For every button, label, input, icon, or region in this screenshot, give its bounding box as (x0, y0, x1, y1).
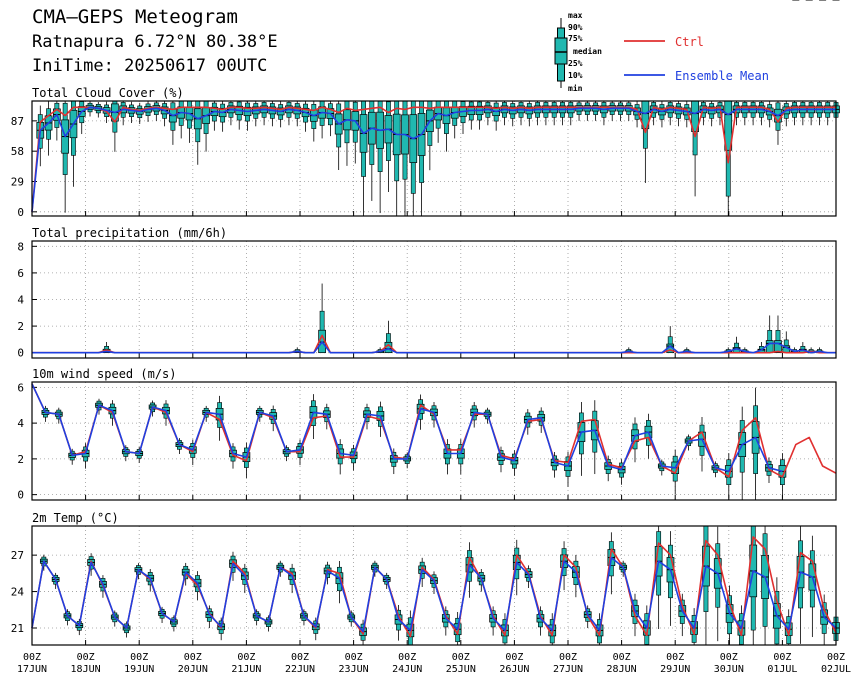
x-tick-hour: 00Z (613, 652, 631, 663)
x-tick-day: 29JUN (660, 664, 690, 675)
ensemble-mean-line (32, 341, 836, 354)
box-25-75 (765, 340, 774, 354)
x-axis: 00Z17JUN00Z18JUN00Z19JUN00Z20JUN00Z21JUN… (17, 652, 851, 675)
x-tick-hour: 00Z (291, 652, 309, 663)
x-tick-day: 24JUN (392, 664, 422, 675)
legend-box-label: max (568, 11, 583, 20)
x-tick-hour: 00Z (452, 652, 470, 663)
cloud-cover-panel: Total Cloud Cover (%) 0 29 58 87 (11, 86, 840, 219)
y-tick-label: 6 (17, 267, 24, 280)
y-tick-label: 58 (11, 145, 24, 158)
location-label: Ratnapura 6.72°N 80.38°E (32, 32, 278, 52)
y-tick-label: 2 (17, 453, 24, 466)
panel-title: Total Cloud Cover (%) (32, 86, 184, 100)
ensemble-mean-line (31, 383, 783, 473)
ensemble-mean-line (31, 556, 837, 633)
panel-frame (31, 240, 837, 359)
legend-box-label: min (568, 83, 583, 93)
x-tick-day: 01JUL (767, 664, 797, 675)
legend-box-label: median (573, 46, 602, 56)
y-tick-label: 87 (11, 115, 24, 128)
panel-title: 10m wind speed (m/s) (32, 367, 177, 381)
legend: max 90% 75% median 25% 10% min Ctrl Ensemble Mea… (554, 11, 769, 93)
x-tick-day: 02JUL (821, 664, 851, 675)
y-tick-label: 29 (11, 176, 24, 189)
x-tick-day: 25JUN (446, 664, 476, 675)
legend-box-label: 75% (568, 34, 583, 43)
x-tick-hour: 00Z (773, 652, 791, 663)
x-tick-hour: 00Z (23, 652, 41, 663)
panel-frame (31, 525, 837, 646)
legend-box-label: 10% (568, 71, 583, 80)
legend-box-label: 25% (568, 59, 583, 68)
precipitation-panel: Total precipitation (mm/6h) 0 2 4 6 8 (17, 226, 837, 360)
x-tick-day: 30JUN (714, 664, 744, 675)
x-tick-day: 23JUN (339, 664, 369, 675)
x-tick-day: 19JUN (124, 664, 154, 675)
x-tick-hour: 00Z (237, 652, 255, 663)
init-time-label: IniTime: 20250617 00UTC (32, 56, 268, 76)
legend-box-75-25 (554, 37, 568, 65)
y-tick-label: 0 (17, 347, 24, 360)
x-tick-hour: 00Z (559, 652, 577, 663)
legend-mean-label: Ensemble Mean (675, 69, 769, 83)
y-tick-label: 0 (17, 206, 24, 219)
y-tick-label: 2 (17, 320, 24, 333)
ctrl-line (31, 106, 836, 212)
page-title: CMA—GEPS Meteogram (32, 6, 238, 28)
wind-speed-panel: 10m wind speed (m/s) 0 2 4 6 (17, 0, 840, 502)
x-tick-day: 22JUN (285, 664, 315, 675)
panel-frame (31, 381, 837, 501)
x-tick-hour: 00Z (184, 652, 202, 663)
panel-title: 2m Temp (°C) (32, 511, 119, 525)
x-tick-day: 28JUN (607, 664, 637, 675)
y-tick-label: 21 (11, 622, 24, 635)
legend-box-label: 90% (568, 23, 583, 32)
y-tick-label: 8 (17, 240, 24, 253)
y-tick-label: 27 (11, 549, 24, 562)
x-tick-day: 26JUN (499, 664, 529, 675)
panel-title: Total precipitation (mm/6h) (32, 226, 227, 240)
x-tick-hour: 00Z (666, 652, 684, 663)
y-tick-label: 6 (17, 381, 24, 394)
x-tick-hour: 00Z (398, 652, 416, 663)
x-tick-hour: 00Z (130, 652, 148, 663)
ensemble-mean-line (31, 106, 836, 212)
legend-ctrl-label: Ctrl (675, 35, 704, 49)
x-tick-day: 21JUN (231, 664, 261, 675)
x-tick-hour: 00Z (827, 652, 845, 663)
temperature-panel: 2m Temp (°C) 21 24 27 (11, 511, 840, 646)
y-tick-label: 4 (17, 294, 24, 307)
box-25-75 (774, 340, 782, 354)
x-tick-day: 20JUN (178, 664, 208, 675)
x-tick-day: 18JUN (71, 664, 101, 675)
y-tick-label: 24 (11, 586, 25, 599)
x-tick-day: 17JUN (17, 664, 47, 675)
x-tick-hour: 00Z (345, 652, 363, 663)
y-tick-label: 4 (17, 417, 24, 430)
ctrl-line (32, 334, 836, 354)
y-tick-label: 0 (17, 489, 24, 502)
x-tick-hour: 00Z (720, 652, 738, 663)
x-tick-hour: 00Z (505, 652, 523, 663)
x-tick-day: 27JUN (553, 664, 583, 675)
x-tick-hour: 00Z (77, 652, 95, 663)
panel-frame (31, 100, 837, 217)
